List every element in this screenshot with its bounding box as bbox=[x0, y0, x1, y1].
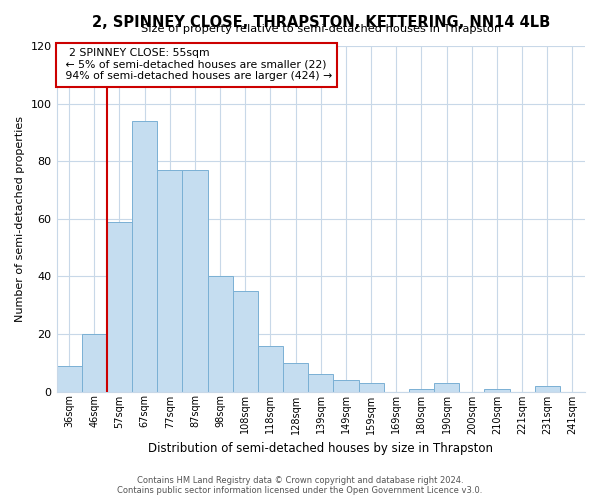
Bar bbox=[258, 346, 283, 392]
Bar bbox=[56, 366, 82, 392]
Bar bbox=[535, 386, 560, 392]
Bar bbox=[233, 291, 258, 392]
Bar bbox=[484, 388, 509, 392]
Title: 2, SPINNEY CLOSE, THRAPSTON, KETTERING, NN14 4LB: 2, SPINNEY CLOSE, THRAPSTON, KETTERING, … bbox=[92, 15, 550, 30]
Text: 2 SPINNEY CLOSE: 55sqm  
 ← 5% of semi-detached houses are smaller (22)
 94% of : 2 SPINNEY CLOSE: 55sqm ← 5% of semi-deta… bbox=[62, 48, 332, 82]
Bar bbox=[208, 276, 233, 392]
Bar bbox=[132, 121, 157, 392]
Y-axis label: Number of semi-detached properties: Number of semi-detached properties bbox=[15, 116, 25, 322]
Text: Contains HM Land Registry data © Crown copyright and database right 2024.
Contai: Contains HM Land Registry data © Crown c… bbox=[118, 476, 482, 495]
Bar bbox=[82, 334, 107, 392]
Bar bbox=[182, 170, 208, 392]
Bar bbox=[359, 383, 383, 392]
Bar bbox=[334, 380, 359, 392]
Bar bbox=[434, 383, 459, 392]
Text: Size of property relative to semi-detached houses in Thrapston: Size of property relative to semi-detach… bbox=[140, 24, 501, 34]
Bar bbox=[409, 388, 434, 392]
Bar bbox=[308, 374, 334, 392]
X-axis label: Distribution of semi-detached houses by size in Thrapston: Distribution of semi-detached houses by … bbox=[148, 442, 493, 455]
Bar bbox=[107, 222, 132, 392]
Bar bbox=[157, 170, 182, 392]
Bar bbox=[283, 363, 308, 392]
